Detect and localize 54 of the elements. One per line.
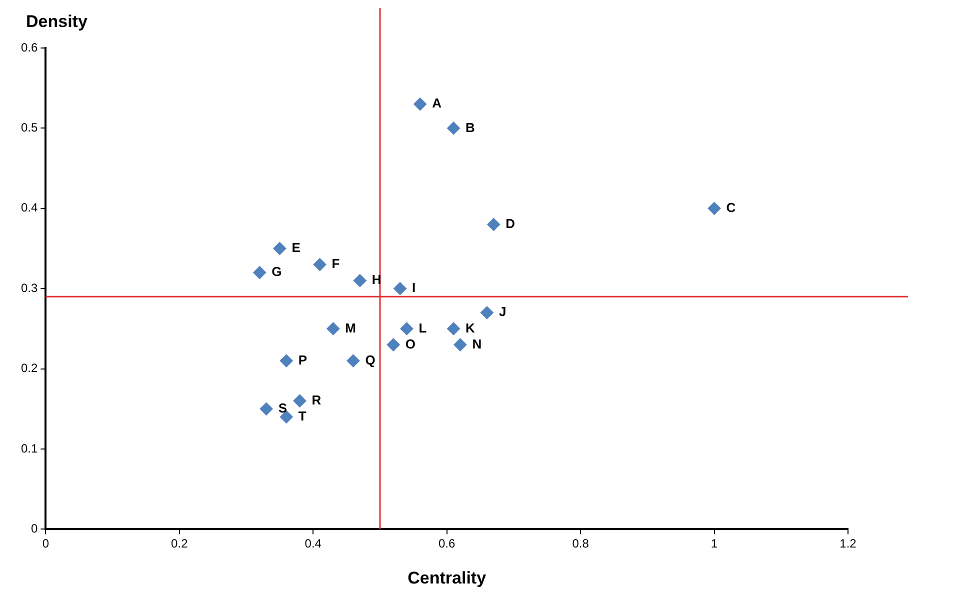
annotation: C — [726, 200, 736, 215]
x-tick-label: 1 — [710, 536, 718, 551]
point — [708, 202, 721, 215]
annotation: T — [298, 408, 306, 424]
point — [253, 266, 266, 280]
point — [487, 218, 500, 231]
point — [400, 322, 414, 336]
point — [394, 282, 407, 296]
annotation: Q — [365, 352, 376, 368]
x-tick-label: 0 — [42, 536, 50, 551]
y-axis-title: Density — [26, 12, 88, 32]
annotation: I — [412, 280, 416, 296]
annotation: S — [278, 400, 288, 416]
annotation: N — [472, 336, 482, 352]
x-tick-label: 0.4 — [304, 536, 322, 551]
point — [346, 354, 360, 368]
x-tick-label: 0.8 — [572, 536, 590, 551]
x-axis-title: Centrality — [408, 568, 487, 588]
point — [313, 258, 326, 272]
point — [480, 306, 494, 320]
y-tick-label: 0.3 — [20, 280, 38, 295]
annotation: D — [506, 216, 516, 232]
x-tick-label: 0.2 — [171, 536, 188, 551]
point — [260, 402, 273, 416]
annotation: K — [466, 320, 476, 336]
annotation: M — [345, 320, 356, 336]
point — [326, 322, 340, 336]
y-tick-label: 0.2 — [20, 361, 38, 376]
y-tick-label: 0.4 — [20, 200, 38, 215]
annotation: P — [298, 352, 308, 368]
point — [454, 338, 467, 352]
annotation: J — [498, 304, 506, 320]
point — [447, 122, 460, 135]
y-tick-label: 0.5 — [20, 120, 38, 135]
x-tick-label: 1.2 — [840, 536, 857, 551]
point — [280, 354, 293, 368]
y-tick-label: 0.6 — [20, 40, 38, 54]
point — [414, 98, 427, 111]
y-tick-label: 0.1 — [20, 441, 38, 456]
annotation: L — [418, 320, 427, 336]
annotation: E — [292, 240, 301, 256]
point — [353, 274, 366, 288]
annotation: R — [312, 392, 322, 408]
x-tick-label: 0.6 — [438, 536, 456, 551]
point — [293, 394, 306, 408]
y-tick-label: 0 — [30, 522, 38, 536]
point — [447, 322, 460, 336]
annotation: O — [405, 336, 416, 352]
annotation: G — [272, 264, 282, 280]
annotation: F — [332, 256, 340, 272]
annotation: A — [432, 96, 442, 111]
point — [273, 242, 286, 255]
point — [386, 338, 400, 352]
annotation: B — [466, 120, 475, 135]
